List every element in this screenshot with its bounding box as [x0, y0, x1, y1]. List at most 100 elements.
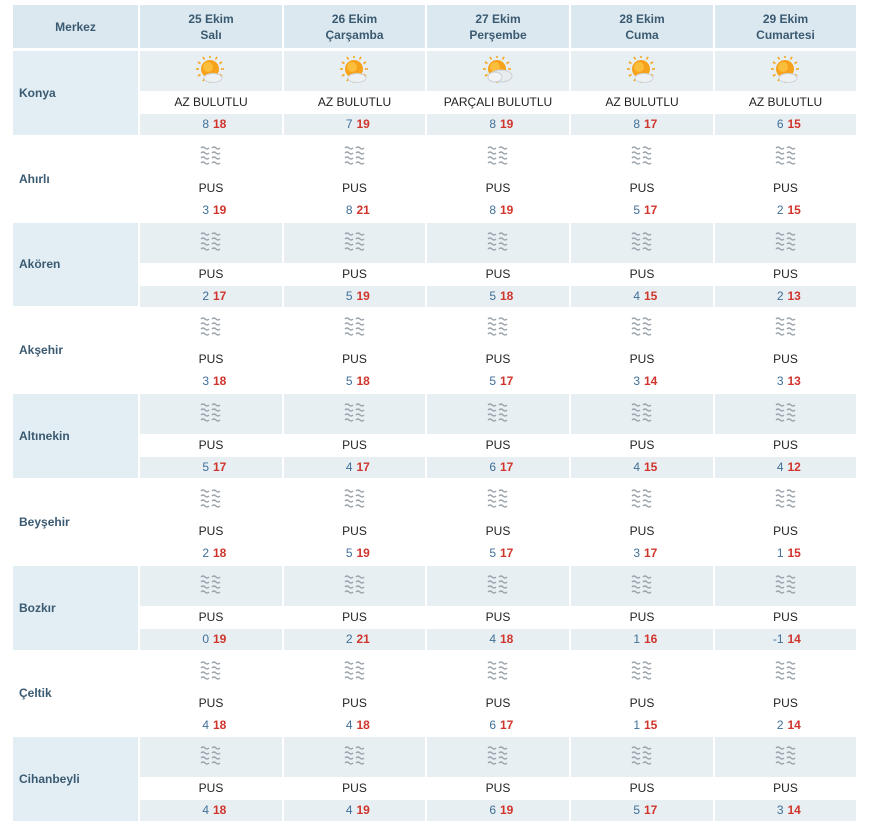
min-temp: 8: [489, 202, 496, 217]
city-name[interactable]: Altınekin: [13, 394, 138, 478]
city-name[interactable]: Çeltik: [19, 686, 52, 701]
haze-icon: [571, 137, 713, 177]
city-name[interactable]: Konya: [13, 51, 138, 135]
condition-text: PUS: [715, 521, 856, 543]
haze-icon: [427, 565, 569, 606]
city-name[interactable]: Ahırlı: [19, 171, 50, 186]
partly-sunny-icon: [140, 51, 282, 91]
min-temp: 2: [202, 288, 209, 303]
haze-icon: [284, 394, 425, 435]
city-name[interactable]: Akşehir: [19, 343, 64, 358]
min-temp: 3: [202, 374, 209, 389]
temperature-range: 1 15: [571, 715, 713, 736]
condition-text: PUS: [284, 263, 425, 286]
max-temp: 18: [213, 546, 227, 560]
temperature-range: 4 17: [284, 457, 425, 479]
max-temp: 19: [356, 288, 370, 303]
condition-text: PUS: [571, 435, 713, 458]
max-temp: 19: [213, 631, 227, 646]
temperature-range: 8 17: [571, 114, 713, 135]
max-temp: 17: [500, 374, 514, 389]
temperature-range: 2 13: [715, 285, 856, 307]
temperature-range: 4 18: [427, 628, 569, 650]
day-date: 28 Ekim: [619, 11, 665, 26]
haze-icon: [427, 652, 569, 692]
temperature-range: 1 15: [715, 543, 856, 564]
condition-text: PUS: [427, 349, 569, 372]
condition-text: PUS: [284, 349, 425, 372]
max-temp: 19: [356, 803, 370, 818]
condition-text: PUS: [715, 177, 856, 200]
min-temp: 2: [776, 717, 784, 732]
temperature-range: 3 18: [140, 371, 282, 392]
partly-sunny-icon: [715, 51, 856, 91]
city-name[interactable]: Cihanbeyli: [13, 737, 138, 822]
day-header: 28 Ekim Cuma: [571, 5, 713, 48]
temperature-range: 5 19: [284, 543, 425, 564]
temperature-range: 3 13: [715, 371, 856, 392]
region-header: Merkez: [13, 5, 138, 48]
temperature-range: 7 19: [284, 114, 425, 135]
day-header: 26 Ekim Çarşamba: [284, 5, 425, 48]
haze-icon: [427, 308, 569, 348]
partly-sunny-icon: [284, 51, 425, 91]
haze-icon: [140, 565, 282, 606]
temperature-range: 4 15: [571, 457, 713, 479]
min-temp: 4: [345, 460, 353, 475]
city-name[interactable]: Bozkır: [13, 565, 138, 650]
max-temp: 13: [787, 374, 801, 389]
max-temp: 15: [787, 117, 801, 131]
haze-icon: [427, 222, 569, 263]
min-temp: 5: [489, 288, 496, 303]
temperature-range: 2 15: [715, 200, 856, 221]
haze-icon: [715, 222, 856, 263]
city-name[interactable]: Beyşehir: [19, 514, 70, 529]
condition-text: PUS: [140, 263, 282, 286]
max-temp: 17: [644, 117, 658, 131]
max-temp: 17: [644, 546, 658, 560]
condition-text: PUS: [571, 177, 713, 200]
temperature-range: 8 19: [427, 200, 569, 221]
max-temp: 17: [644, 803, 658, 818]
condition-text: PUS: [140, 692, 282, 715]
temperature-range: 6 17: [427, 715, 569, 736]
min-temp: 5: [633, 202, 640, 217]
min-temp: 3: [776, 374, 784, 389]
max-temp: 19: [500, 803, 514, 818]
min-temp: 7: [345, 117, 353, 131]
haze-icon: [571, 652, 713, 692]
haze-icon: [140, 480, 282, 520]
max-temp: 17: [644, 202, 658, 217]
min-temp: 1: [633, 631, 640, 646]
haze-icon: [715, 480, 856, 520]
temperature-range: 3 14: [571, 371, 713, 392]
condition-text: PUS: [284, 606, 425, 629]
city-name[interactable]: Akören: [13, 222, 138, 307]
condition-text: PUS: [284, 778, 425, 801]
haze-icon: [571, 737, 713, 778]
min-temp: 3: [202, 202, 209, 217]
max-temp: 18: [213, 717, 227, 732]
temperature-range: 6 17: [427, 457, 569, 479]
temperature-range: 4 18: [284, 715, 425, 736]
condition-text: PUS: [427, 435, 569, 458]
max-temp: 15: [644, 717, 658, 732]
temperature-range: 2 21: [284, 628, 425, 650]
condition-text: PUS: [571, 349, 713, 372]
haze-icon: [140, 137, 282, 177]
min-temp: 2: [776, 288, 784, 303]
day-weekday: Cuma: [625, 27, 659, 42]
temperature-range: 3 19: [140, 200, 282, 221]
min-temp: 5: [345, 374, 353, 389]
max-temp: 16: [644, 631, 658, 646]
max-temp: 14: [644, 374, 658, 389]
haze-icon: [284, 308, 425, 348]
max-temp: 14: [787, 803, 801, 818]
haze-icon: [571, 565, 713, 606]
max-temp: 17: [213, 460, 227, 475]
day-weekday: Çarşamba: [325, 27, 384, 42]
condition-text: PUS: [284, 435, 425, 458]
temperature-range: 0 19: [140, 628, 282, 650]
condition-text: PUS: [715, 692, 856, 715]
